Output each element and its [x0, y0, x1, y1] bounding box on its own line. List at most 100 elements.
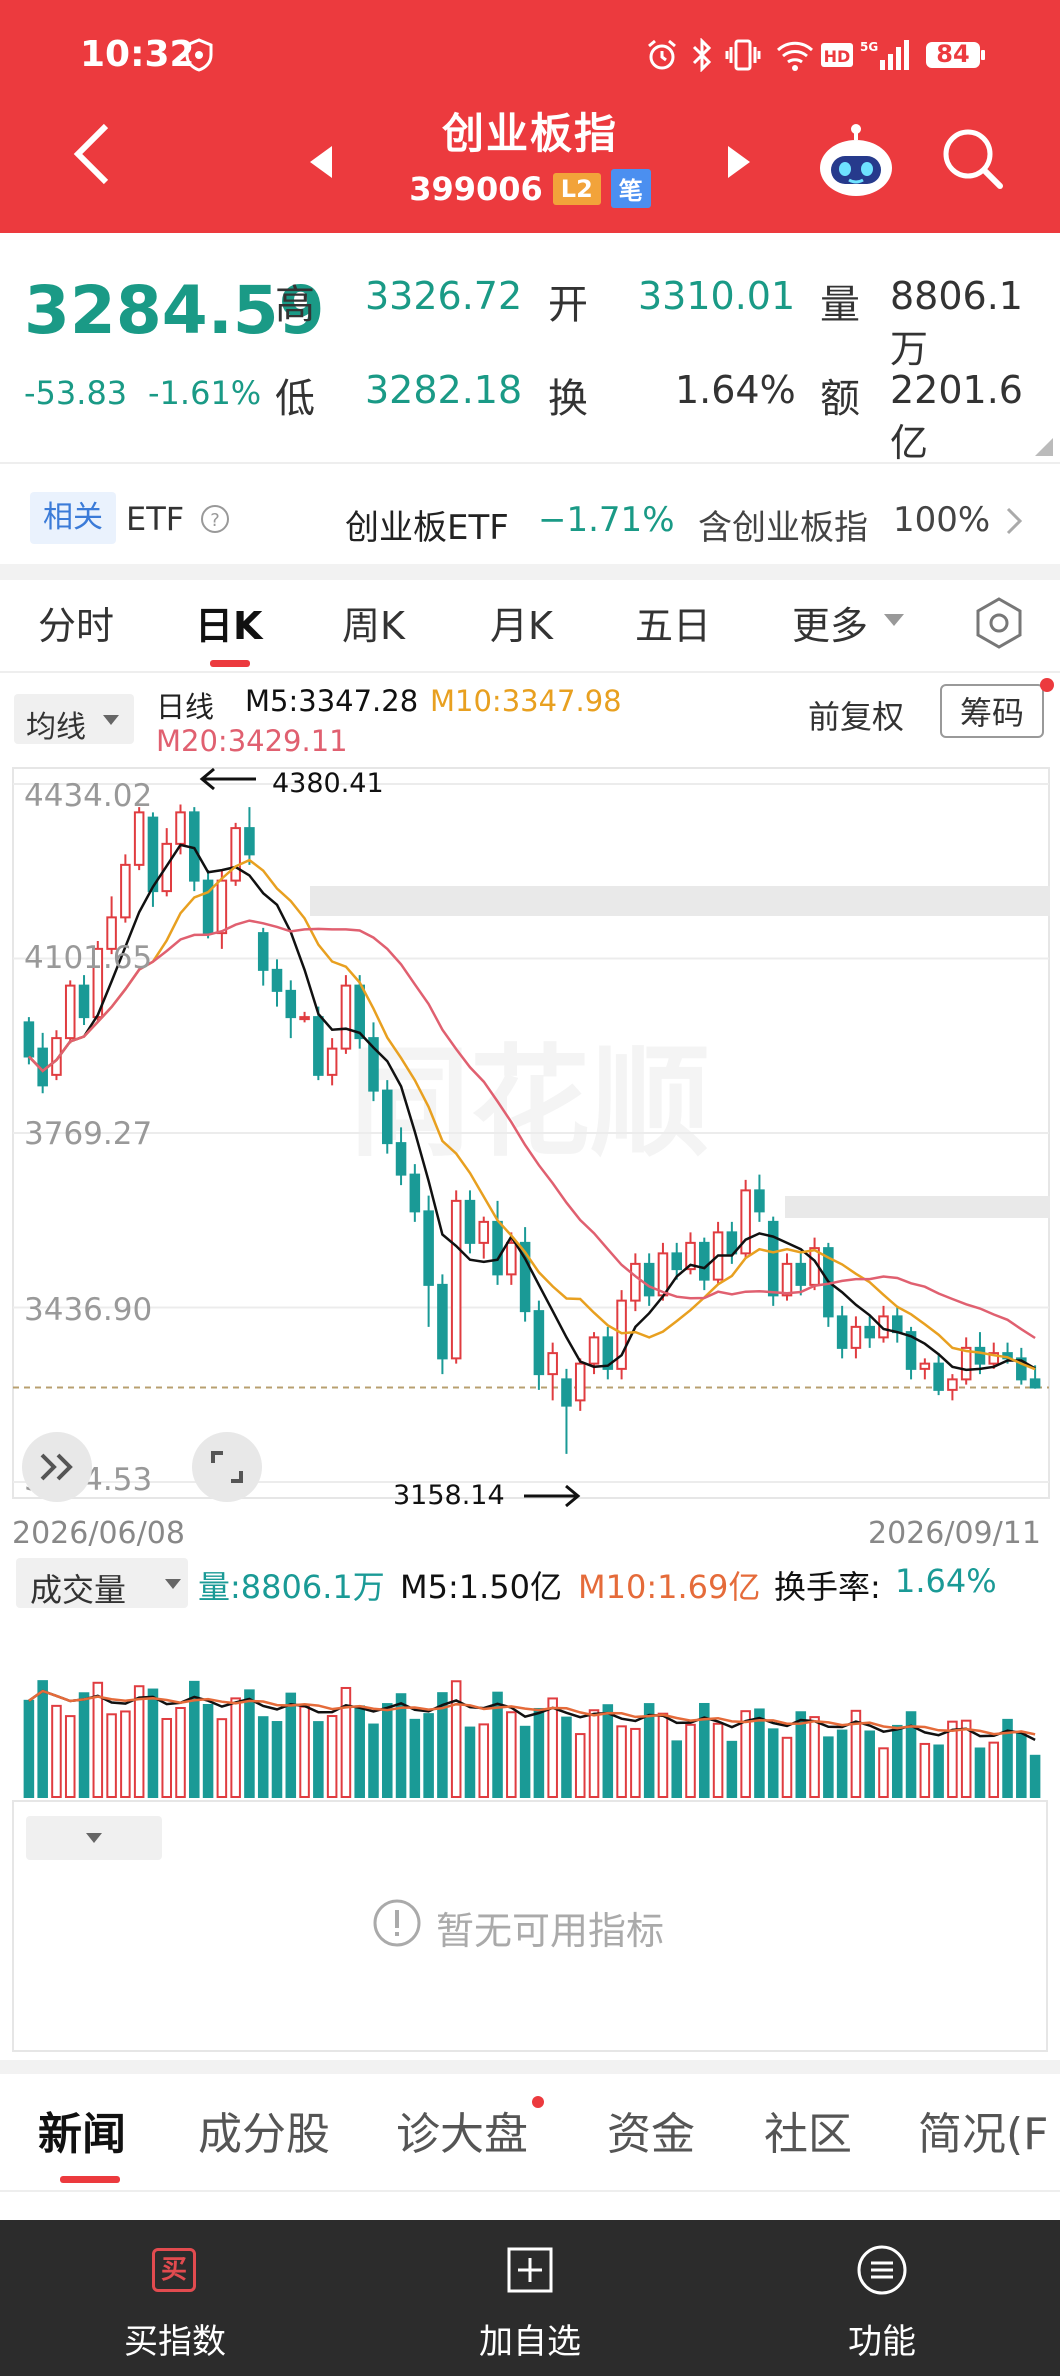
- candle-body: [478, 1220, 490, 1244]
- ma10-value: M10:3347.98: [430, 684, 622, 718]
- ma5-value: M5:3347.28: [245, 684, 419, 718]
- indicator-panel: 暂无可用指标: [12, 1800, 1048, 2052]
- y-tick-3: 3769.27: [24, 1116, 153, 1152]
- candle-body: [257, 932, 269, 971]
- add-square-icon: [507, 2247, 553, 2293]
- candle-body: [643, 1262, 655, 1297]
- volume-bar: [947, 1720, 958, 1798]
- prev-stock-button[interactable]: [306, 144, 336, 184]
- volume-bar: [313, 1721, 324, 1798]
- volume-bar: [726, 1740, 738, 1799]
- candle: [740, 1179, 751, 1259]
- candle-body: [726, 1231, 738, 1255]
- volume-bar: [147, 1688, 159, 1798]
- candle: [381, 1080, 393, 1154]
- candle-body: [381, 1089, 393, 1145]
- chevron-right-icon[interactable]: [1005, 506, 1023, 540]
- candle-body: [271, 968, 283, 992]
- candle: [216, 870, 228, 949]
- tab-monthly-k[interactable]: 月K: [490, 604, 553, 648]
- candle: [257, 927, 269, 986]
- candle-body: [919, 1362, 931, 1370]
- buy-index-button[interactable]: 买 买指数: [65, 2220, 285, 2376]
- candle-body: [960, 1346, 972, 1381]
- functions-button[interactable]: 功能: [772, 2220, 992, 2356]
- volume-chart[interactable]: [0, 1612, 1060, 1802]
- candle-body: [699, 1241, 710, 1281]
- volume-select-label: 成交量: [30, 1571, 127, 1609]
- chips-button[interactable]: 筹码: [940, 684, 1044, 738]
- tab-funds[interactable]: 资金: [607, 2109, 695, 2160]
- candle: [450, 1190, 462, 1364]
- expand-corner-icon[interactable]: [1035, 438, 1053, 460]
- settings-hexagon-icon[interactable]: [972, 596, 1026, 654]
- add-watchlist-button[interactable]: 加自选: [420, 2220, 640, 2376]
- volume-bar: [464, 1726, 476, 1798]
- tab-more[interactable]: 更多: [792, 604, 869, 648]
- ma-select[interactable]: 均线: [14, 694, 134, 745]
- tab-diagnosis[interactable]: 诊大盘: [396, 2109, 528, 2160]
- candle-body: [450, 1199, 462, 1360]
- robot-assistant-icon[interactable]: [815, 122, 897, 208]
- volume-label: 量: [820, 282, 860, 328]
- candle: [574, 1358, 586, 1411]
- expand-button[interactable]: [22, 1432, 92, 1502]
- candle-body: [492, 1220, 503, 1276]
- candle-body: [506, 1241, 517, 1276]
- candle-body: [740, 1189, 751, 1255]
- candle-body: [878, 1315, 889, 1339]
- tab-intraday[interactable]: 分时: [38, 604, 115, 648]
- volume-bar: [257, 1716, 269, 1798]
- candle-body: [202, 879, 214, 935]
- search-icon[interactable]: [940, 126, 1006, 196]
- candle: [1016, 1347, 1027, 1385]
- fullscreen-button[interactable]: [192, 1432, 262, 1502]
- candle: [671, 1242, 683, 1280]
- current-price: 3284.59: [24, 272, 325, 349]
- ma-select-label: 均线: [26, 710, 86, 745]
- caret-down-icon[interactable]: [882, 612, 906, 632]
- tab-overview[interactable]: 简况(F: [918, 2109, 1049, 2160]
- candle-body: [230, 827, 241, 882]
- candle-body: [685, 1241, 696, 1271]
- volume-select[interactable]: 成交量: [16, 1558, 188, 1609]
- tab-five-day[interactable]: 五日: [635, 604, 712, 648]
- candle: [285, 980, 297, 1039]
- low-label: 低: [275, 376, 315, 422]
- candle: [891, 1305, 903, 1343]
- candle-body: [947, 1378, 958, 1391]
- indicator-select[interactable]: [26, 1816, 162, 1860]
- adjust-select[interactable]: 前复权: [808, 698, 905, 736]
- candle-body: [299, 1016, 310, 1021]
- tab-daily-k[interactable]: 日K: [195, 604, 263, 648]
- high-label: 高: [275, 282, 315, 328]
- help-icon[interactable]: ?: [200, 504, 230, 538]
- candle-body: [864, 1325, 875, 1339]
- volume-bar: [616, 1725, 627, 1798]
- volume-bar: [547, 1697, 558, 1798]
- volume-bar: [740, 1710, 751, 1798]
- amount-value: 2201.6亿: [890, 368, 1023, 465]
- y-tick-1: 4434.02: [24, 778, 153, 814]
- volume-bar: [823, 1736, 834, 1798]
- buy-icon: 买: [152, 2248, 196, 2292]
- tab-weekly-k[interactable]: 周K: [342, 604, 405, 648]
- etf-contains-label: 含创业板指: [698, 508, 868, 548]
- tab-components[interactable]: 成分股: [198, 2109, 330, 2160]
- candle: [464, 1190, 476, 1254]
- candlestick-chart[interactable]: 同花顺: [0, 764, 1060, 1504]
- tab-news[interactable]: 新闻: [38, 2109, 126, 2160]
- next-stock-button[interactable]: [724, 144, 754, 184]
- back-button[interactable]: [72, 122, 112, 190]
- volume-bar: [244, 1689, 255, 1798]
- no-indicator-text: 暂无可用指标: [436, 1909, 665, 1953]
- candle-body: [616, 1299, 627, 1370]
- candle: [795, 1253, 807, 1296]
- open-value: 3310.01: [638, 274, 796, 318]
- tab-community[interactable]: 社区: [764, 2109, 852, 2160]
- candle-body: [767, 1220, 779, 1297]
- volume-bar: [175, 1706, 186, 1798]
- candle: [437, 1274, 448, 1375]
- candle-body: [671, 1252, 683, 1271]
- etf-name[interactable]: 创业板ETF: [345, 508, 509, 548]
